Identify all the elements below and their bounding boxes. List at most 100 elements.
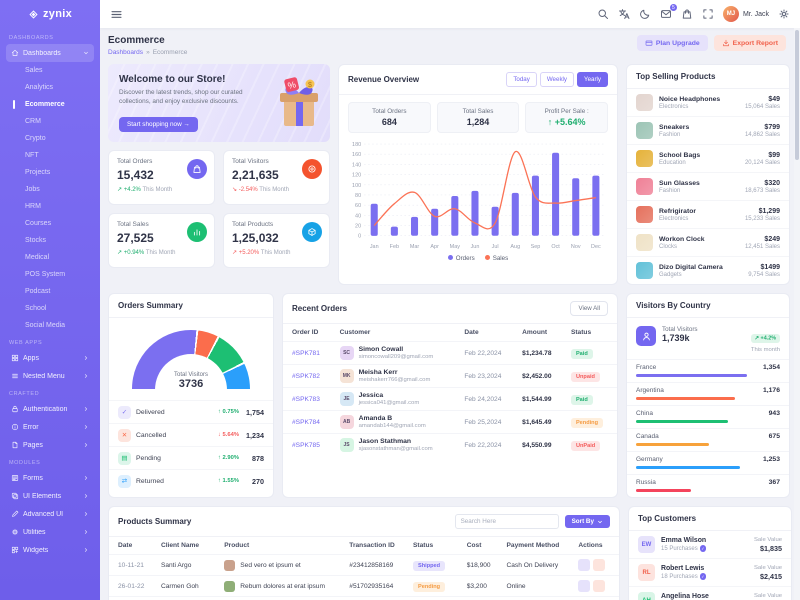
orders-legend-pending: ▤ Pending ↑ 2.90% 878	[109, 446, 273, 469]
sidebar-subitem-ecommerce[interactable]: Ecommerce	[6, 96, 94, 113]
search-input[interactable]	[454, 514, 559, 529]
hamburger-menu-button[interactable]	[110, 8, 123, 21]
country-row-france: France 1,354	[627, 359, 789, 382]
delete-button[interactable]	[593, 580, 606, 592]
sidebar-subitem-nft[interactable]: NFT	[25, 152, 39, 159]
sidebar-subitem-courses[interactable]: Courses	[25, 220, 52, 227]
svg-text:20: 20	[355, 224, 361, 230]
sidebar-subitem-sales[interactable]: Sales	[25, 67, 43, 74]
logo-text: zynix	[42, 8, 72, 20]
gauge-label: Total Visitors	[174, 372, 208, 378]
start-shopping-button[interactable]: Start shopping now →	[119, 116, 198, 132]
gear-icon[interactable]	[778, 8, 790, 20]
list-icon	[11, 372, 19, 380]
tab-weekly[interactable]: Weekly	[539, 72, 575, 87]
sidebar-item-nested-menu[interactable]: Nested Menu	[6, 367, 94, 385]
chevron-right-icon	[83, 424, 89, 430]
customer-avatar: AB	[339, 415, 354, 429]
sidebar-item-widgets[interactable]: Widgets	[6, 541, 94, 559]
chevron-right-icon	[83, 547, 89, 553]
order-id-link[interactable]: #SPK783	[292, 395, 320, 403]
svg-text:Oct: Oct	[551, 244, 560, 250]
svg-text:Nov: Nov	[571, 244, 581, 250]
delete-button[interactable]	[593, 559, 606, 571]
status-badge: Shipped	[413, 560, 446, 571]
sidebar-item-apps[interactable]: Apps	[6, 349, 94, 367]
stat-card-total-products: Total Products 1,25,032 ↗ +5.20% This Mo…	[223, 213, 330, 268]
page-content: Ecommerce Dashboards» Ecommerce Plan Upgr…	[100, 28, 794, 600]
chevron-right-icon	[83, 373, 89, 379]
sidebar-subitem-stocks[interactable]: Stocks	[25, 237, 47, 244]
moon-icon[interactable]	[639, 8, 651, 20]
sidebar-item-dashboards[interactable]: Dashboards	[6, 44, 94, 62]
sidebar-subitem-social-media[interactable]: Social Media	[25, 322, 66, 329]
tab-today[interactable]: Today	[506, 72, 537, 87]
chevron-right-icon	[83, 442, 89, 448]
sidebar-subitem-medical[interactable]: Medical	[25, 254, 50, 261]
welcome-card: Welcome to our Store! Discover the lates…	[108, 64, 330, 142]
product-thumbnail	[636, 178, 653, 195]
sidebar-subitem-pos-system[interactable]: POS System	[25, 271, 66, 278]
mail-icon[interactable]: 5	[660, 4, 677, 20]
sidebar-subitem-crm[interactable]: CRM	[25, 118, 41, 125]
edit-button[interactable]	[578, 580, 591, 592]
breadcrumb-dashboards[interactable]: Dashboards	[108, 49, 144, 56]
sidebar-item-authentication[interactable]: Authentication	[6, 400, 94, 418]
sidebar: zynix DASHBOARDS Dashboards Sales Analyti…	[0, 0, 100, 600]
orders-legend-cancelled: ✕ Cancelled ↓ 5.64% 1,234	[109, 423, 273, 446]
scrollbar-thumb[interactable]	[795, 30, 799, 160]
tool-icon	[11, 528, 19, 536]
sidebar-item-advanced-ui[interactable]: Advanced UI	[6, 505, 94, 523]
lock-icon	[11, 405, 19, 413]
logo[interactable]: zynix	[0, 0, 100, 28]
product-thumbnail	[224, 559, 236, 571]
bag-icon[interactable]	[681, 8, 693, 20]
sidebar-subitem-podcast[interactable]: Podcast	[25, 288, 51, 295]
page-scrollbar[interactable]	[794, 28, 800, 600]
sidebar-subitem-jobs[interactable]: Jobs	[25, 186, 40, 193]
svg-text:120: 120	[352, 173, 361, 179]
tab-yearly[interactable]: Yearly	[577, 72, 608, 87]
customer-avatar: JS	[339, 438, 354, 452]
sidebar-item-utilities[interactable]: Utilities	[6, 523, 94, 541]
view-all-button[interactable]: View All	[570, 301, 608, 316]
svg-text:60: 60	[355, 203, 361, 209]
customer-avatar: JE	[339, 392, 354, 406]
order-id-link[interactable]: #SPK785	[292, 441, 320, 449]
sidebar-item-ui-elements[interactable]: UI Elements	[6, 487, 94, 505]
sidebar-item-error[interactable]: Error	[6, 418, 94, 436]
fullscreen-icon[interactable]	[702, 8, 714, 20]
visitors-total-value: 1,739k	[662, 333, 690, 343]
search-icon[interactable]	[597, 8, 609, 20]
delivered-icon: ✓	[118, 405, 131, 419]
gift-box-illustration: % $	[280, 77, 318, 126]
sort-by-button[interactable]: Sort By	[564, 515, 610, 528]
order-id-link[interactable]: #SPK782	[292, 372, 320, 380]
sidebar-subitem-hrm[interactable]: HRM	[25, 203, 41, 210]
sidebar-subitem-projects[interactable]: Projects	[25, 169, 51, 176]
products-summary-title: Products Summary	[118, 517, 192, 526]
svg-text:160: 160	[352, 152, 361, 158]
country-bar	[636, 420, 729, 423]
returned-icon: ⇄	[118, 474, 131, 488]
user-menu[interactable]: MJ Mr. Jack	[722, 6, 769, 22]
edit-button[interactable]	[578, 559, 591, 571]
download-icon	[722, 39, 729, 47]
top-customers-list: EW Emma Wilson 15 Purchases ✓ Sale Value…	[629, 531, 791, 600]
plan-upgrade-button[interactable]: Plan Upgrade	[636, 35, 708, 51]
order-id-link[interactable]: #SPK784	[292, 418, 320, 426]
customer-list-item: AH Angelina Hose 21 Purchases ✓ Sale Val…	[629, 587, 791, 600]
sidebar-subitem-crypto[interactable]: Crypto	[25, 135, 46, 142]
sidebar-subitem-school[interactable]: School	[25, 305, 47, 312]
translate-icon[interactable]	[618, 8, 630, 20]
svg-text:Jul: Jul	[492, 244, 499, 250]
revenue-chart: 0 20 40 60 80 100 120 140 160 180 Jan Feb Mar Apr May J…	[339, 135, 617, 255]
export-report-button[interactable]: Export Report	[713, 35, 786, 51]
topnav-actions: 5 MJ Mr. Jack	[597, 4, 790, 22]
revenue-stat-profit-per-sale-: Profit Per Sale : ↑ +5.64%	[525, 102, 608, 133]
sidebar-subitem-analytics[interactable]: Analytics	[25, 84, 54, 91]
sidebar-item-forms[interactable]: Forms	[6, 469, 94, 487]
top-selling-list: Noice Headphones Electronics $49 15,064 Sa…	[627, 89, 789, 284]
order-id-link[interactable]: #SPK781	[292, 349, 320, 357]
sidebar-item-pages[interactable]: Pages	[6, 436, 94, 454]
